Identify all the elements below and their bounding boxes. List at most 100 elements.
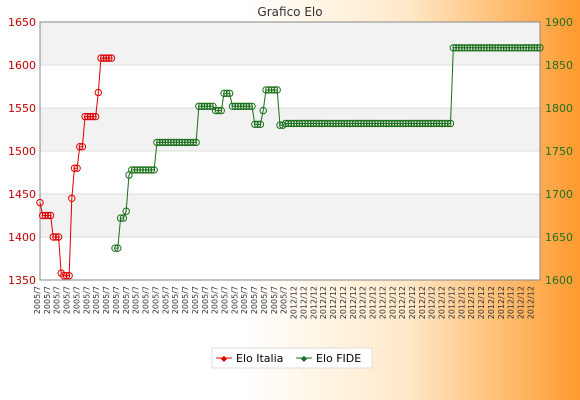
data-point-elo-fide [167,138,175,147]
x-tick-label: 2005/7 [142,286,151,314]
data-point-elo-fide [144,166,153,174]
data-point-elo-fide [494,44,502,52]
data-point-elo-fide [231,102,239,110]
x-tick-label: 2012/12 [359,286,368,319]
data-point-elo-fide [284,119,293,128]
x-tick-label: 2012/12 [517,286,526,319]
data-point-elo-fide [142,166,150,174]
x-tick-label: 2005/7 [201,286,210,314]
data-point-elo-fide [237,102,245,110]
data-point-elo-fide [371,119,379,128]
plot-frame [39,21,541,281]
data-point-elo-fide [128,166,136,174]
data-point-elo-fide [348,119,357,128]
data-point-elo-fide [186,138,195,147]
data-point-elo-fide [217,106,225,115]
x-tick-label: 2005/7 [221,286,230,314]
data-point-elo-fide [368,119,376,128]
x-tick-label: 2012/12 [467,286,476,319]
data-point-elo-fide [321,119,329,128]
data-point-elo-fide [245,102,253,110]
data-point-elo-fide [396,119,404,128]
data-point-elo-fide [234,102,242,110]
data-point-elo-fide [444,119,452,128]
data-point-elo-fide [156,138,164,147]
x-tick-label: 2005/7 [63,286,72,314]
data-point-elo-italia [76,143,84,151]
x-tick-label: 2005/7 [53,286,62,314]
data-point-elo-fide [122,207,130,215]
y-right-tick-label: 1800 [545,102,573,115]
x-tick-label: 2005/7 [112,286,121,314]
data-point-elo-fide [130,166,139,174]
x-tick-label: 2012/12 [477,286,486,319]
data-point-elo-fide [220,89,228,98]
data-point-elo-fide [410,119,418,128]
data-point-elo-fide [153,138,161,147]
data-point-elo-italia [78,143,87,151]
data-point-elo-italia [84,112,92,121]
data-point-elo-fide [270,86,279,94]
x-tick-label: 2005/7 [92,286,101,314]
data-point-elo-fide [449,44,458,52]
x-tick-label: 2005/7 [122,286,131,314]
data-point-elo-fide [432,119,441,128]
data-point-elo-fide [315,119,323,128]
x-tick-label: 2005/7 [250,286,259,314]
data-point-elo-fide [351,119,360,128]
data-point-elo-fide [248,102,256,110]
x-tick-label: 2012/12 [369,286,378,319]
data-point-elo-fide [116,214,125,222]
data-point-elo-fide [513,44,522,52]
x-tick-label: 2005/7 [82,286,91,314]
data-point-elo-fide [354,119,362,128]
data-point-elo-fide [362,119,371,128]
data-point-elo-fide [497,44,505,52]
data-point-elo-fide [483,44,491,52]
data-point-elo-fide [287,119,295,128]
data-point-elo-fide [273,86,281,94]
data-point-elo-fide [374,119,382,128]
data-point-elo-fide [318,119,326,128]
data-point-elo-fide [525,44,533,52]
data-point-elo-fide [418,119,427,128]
data-point-elo-italia [49,233,57,241]
x-tick-label: 2005/7 [260,286,269,314]
data-point-elo-fide [413,119,421,128]
x-tick-label: 2005/7 [132,286,141,314]
data-point-elo-fide [343,119,351,128]
y-left-tick-label: 1350 [8,274,36,287]
data-point-elo-fide [407,119,416,128]
data-point-elo-fide [195,102,203,110]
data-point-elo-fide [298,119,307,128]
data-point-elo-fide [474,44,483,52]
data-point-elo-fide [337,119,346,128]
data-point-elo-fide [295,119,304,128]
data-point-elo-fide [111,244,119,252]
data-point-elo-italia [44,211,52,220]
data-point-elo-fide [147,166,156,174]
data-point-elo-fide [200,102,209,110]
data-point-elo-fide [158,138,167,147]
y-left-tick-label: 1400 [8,231,36,244]
x-tick-label: 2012/12 [487,286,496,319]
data-point-elo-fide [267,86,276,94]
legend-label-elo-italia: Elo Italia [236,352,283,365]
data-point-elo-fide [301,119,309,128]
data-point-elo-fide [471,44,480,52]
data-point-elo-italia [52,233,60,241]
data-point-elo-italia [41,211,49,220]
y-right-tick-label: 1700 [545,188,573,201]
x-tick-label: 2012/12 [457,286,466,319]
data-point-elo-fide [239,102,248,110]
data-point-elo-italia [86,112,95,121]
data-point-elo-italia [107,54,116,62]
plot-band [40,194,540,237]
x-tick-label: 2012/12 [339,286,348,319]
data-point-elo-fide [265,86,273,94]
data-point-elo-fide [511,44,519,52]
y-right-tick-label: 1750 [545,145,573,158]
data-point-elo-fide [382,119,390,128]
data-point-elo-fide [508,44,516,52]
data-point-elo-fide [259,106,267,115]
